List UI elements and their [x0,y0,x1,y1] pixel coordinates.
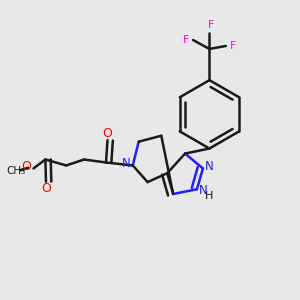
Text: CH₃: CH₃ [6,166,25,176]
Text: F: F [230,41,236,51]
Text: N: N [205,160,214,173]
Text: F: F [208,20,214,30]
Text: O: O [103,127,112,140]
Text: H: H [205,191,214,201]
Text: O: O [41,182,51,195]
Text: F: F [182,35,189,45]
Text: O: O [21,160,31,173]
Text: N: N [199,184,208,197]
Text: N: N [122,157,130,169]
